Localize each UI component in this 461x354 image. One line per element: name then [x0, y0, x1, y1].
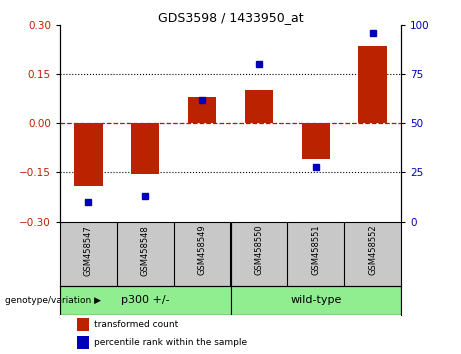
Text: GSM458551: GSM458551	[311, 225, 320, 275]
Title: GDS3598 / 1433950_at: GDS3598 / 1433950_at	[158, 11, 303, 24]
Bar	[74, 123, 102, 185]
Bar	[245, 90, 273, 123]
Text: GSM458548: GSM458548	[141, 225, 150, 276]
Text: GSM458550: GSM458550	[254, 225, 263, 275]
Bar	[358, 46, 387, 123]
Bar	[60, 286, 230, 315]
Bar	[188, 97, 216, 123]
Text: GSM458549: GSM458549	[198, 225, 207, 275]
Text: genotype/variation ▶: genotype/variation ▶	[5, 296, 100, 305]
Bar	[230, 286, 401, 315]
Text: GSM458547: GSM458547	[84, 225, 93, 276]
Bar	[301, 123, 330, 159]
Text: percentile rank within the sample: percentile rank within the sample	[94, 338, 247, 347]
Bar	[77, 336, 89, 349]
Bar	[77, 318, 89, 331]
Text: GSM458552: GSM458552	[368, 225, 377, 275]
Text: transformed count: transformed count	[94, 320, 178, 329]
Text: wild-type: wild-type	[290, 295, 342, 306]
Bar	[131, 123, 160, 174]
Text: p300 +/-: p300 +/-	[121, 295, 170, 306]
